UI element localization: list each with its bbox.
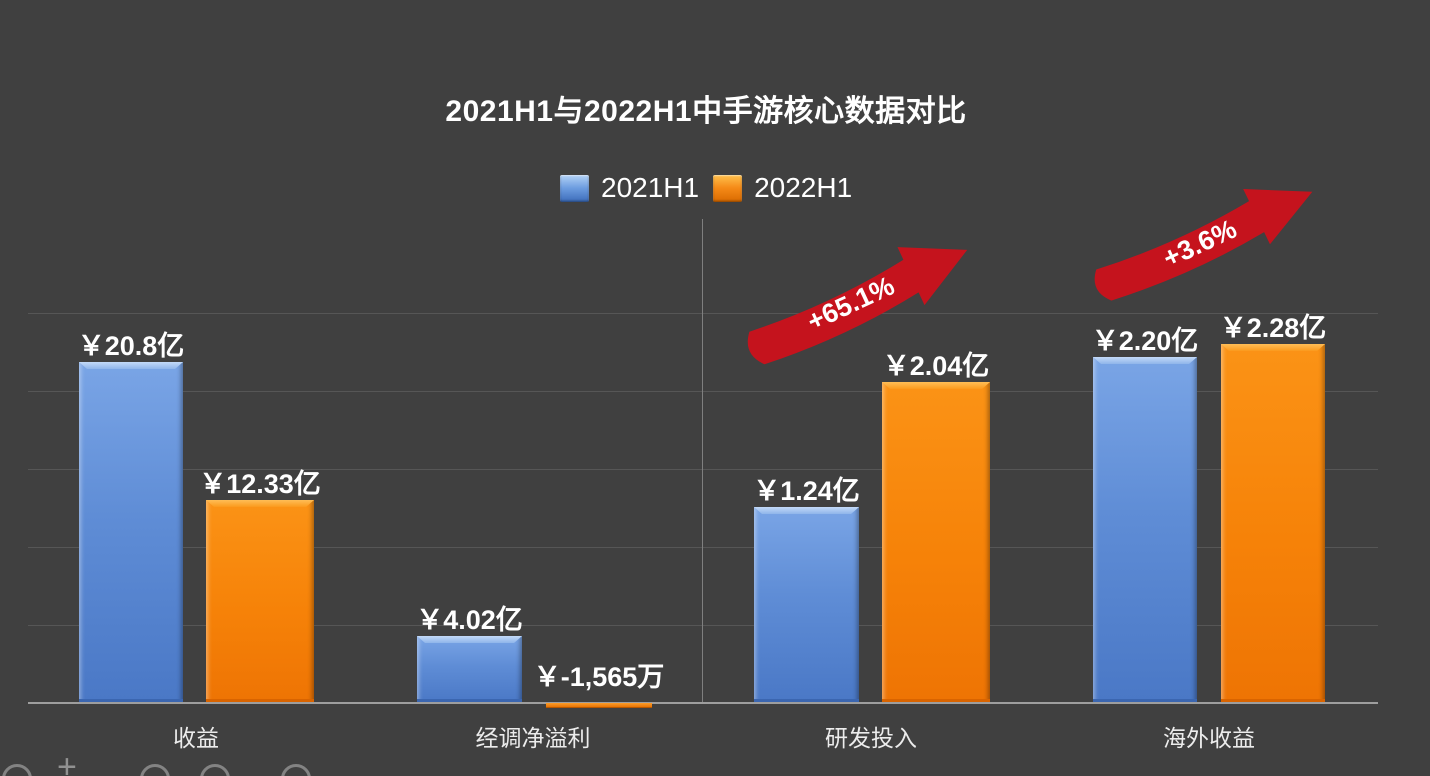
bar-top-bevel: [882, 382, 990, 389]
bar-top-bevel: [79, 362, 183, 369]
bar-2021h1-收益: [79, 362, 183, 702]
gridline: [28, 391, 1378, 392]
bar-2022h1-收益: [206, 500, 314, 702]
legend-label-2022h1: 2022H1: [754, 172, 853, 203]
growth-arrow-海外收益: +3.6%: [1080, 188, 1328, 306]
value-label: ￥2.28亿: [1219, 313, 1327, 343]
bar-bottom-edge: [1221, 699, 1325, 702]
bar-bottom-edge: [417, 699, 522, 702]
chart-title: 2021H1与2022H1中手游核心数据对比: [445, 95, 967, 128]
legend-item-2022h1: 2022H1: [713, 172, 852, 204]
up-right-arrow-icon: [1094, 189, 1313, 301]
value-label: ￥2.20亿: [1091, 326, 1199, 356]
bar-2022h1-海外收益: [1221, 344, 1325, 702]
category-label-研发投入: 研发投入: [825, 725, 917, 751]
x-axis-line: [28, 702, 1378, 704]
bar-top-bevel: [1221, 344, 1325, 351]
category-label-海外收益: 海外收益: [1163, 725, 1255, 751]
legend-swatch-orange-icon: [713, 174, 743, 202]
gridline: [28, 625, 1378, 626]
bar-2021h1-海外收益: [1093, 357, 1197, 702]
growth-arrow-研发投入: +65.1%: [733, 246, 983, 370]
chart-legend: 2021H1 2022H1: [560, 172, 852, 204]
gridline: [28, 469, 1378, 470]
plus-icon: +: [57, 748, 77, 776]
gridline: [28, 313, 1378, 314]
value-label: ￥-1,565万: [533, 662, 665, 692]
bar-top-bevel: [1093, 357, 1197, 364]
value-label: ￥2.04亿: [882, 351, 990, 381]
bar-2021h1-经调净溢利: [417, 636, 522, 702]
gridline: [28, 547, 1378, 548]
panel-divider-line: [702, 219, 703, 702]
circle-icon: [2, 764, 32, 776]
bar-bottom-edge: [1093, 699, 1197, 702]
circle-icon: [281, 764, 311, 776]
legend-label-2021h1: 2021H1: [601, 172, 700, 203]
legend-item-2021h1: 2021H1: [560, 172, 699, 204]
circle-icon: [140, 764, 170, 776]
bar-bottom-edge: [882, 699, 990, 702]
legend-swatch-blue-icon: [560, 174, 589, 202]
circle-icon: [200, 764, 230, 776]
up-right-arrow-icon: [747, 247, 968, 365]
value-label: ￥12.33亿: [199, 469, 321, 499]
bar-bottom-edge: [754, 699, 859, 702]
value-label: ￥1.24亿: [753, 476, 860, 506]
bar-bottom-edge: [79, 699, 183, 702]
category-label-收益: 收益: [173, 725, 219, 751]
bar-2022h1-经调净溢利: [546, 703, 652, 708]
bar-bottom-edge: [206, 699, 314, 702]
bar-2022h1-研发投入: [882, 382, 990, 702]
value-label: ￥4.02亿: [416, 605, 523, 635]
bar-top-bevel: [417, 636, 522, 643]
bar-2021h1-研发投入: [754, 507, 859, 702]
category-label-经调净溢利: 经调净溢利: [475, 725, 591, 751]
bar-top-bevel: [754, 507, 859, 514]
value-label: ￥20.8亿: [77, 331, 185, 361]
bar-top-bevel: [206, 500, 314, 507]
